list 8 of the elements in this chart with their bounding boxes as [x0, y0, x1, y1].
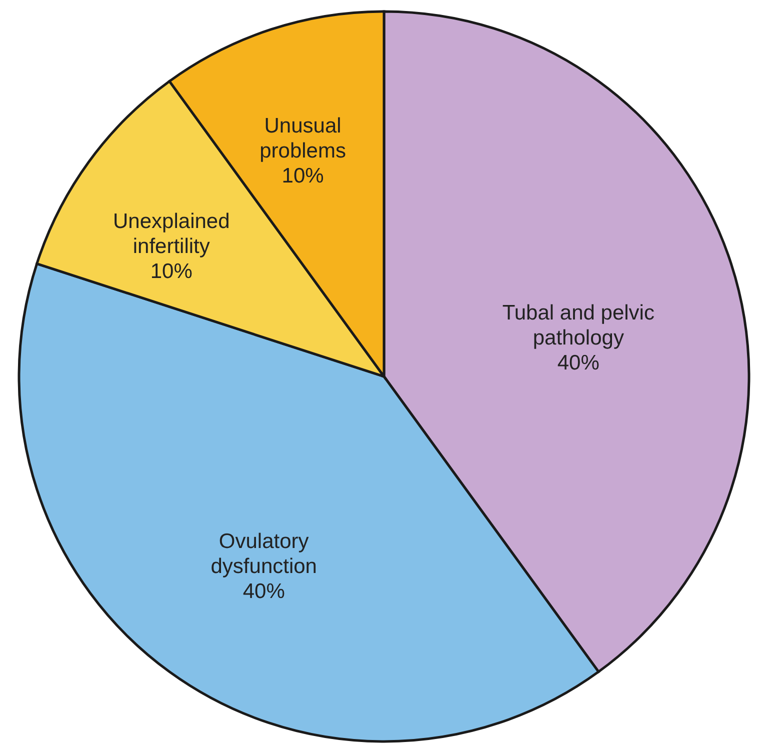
slice-label: Unexplained infertility — [113, 210, 230, 258]
slice-label: Tubal and pelvic pathology — [502, 301, 654, 350]
slice-label: Ovulatory dysfunction — [210, 530, 317, 578]
data-label: 40% — [242, 580, 285, 603]
slice-label: Unusual problems — [260, 114, 346, 163]
data-label: 10% — [282, 164, 324, 188]
data-label: 10% — [150, 260, 192, 284]
data-label: 40% — [557, 351, 600, 374]
